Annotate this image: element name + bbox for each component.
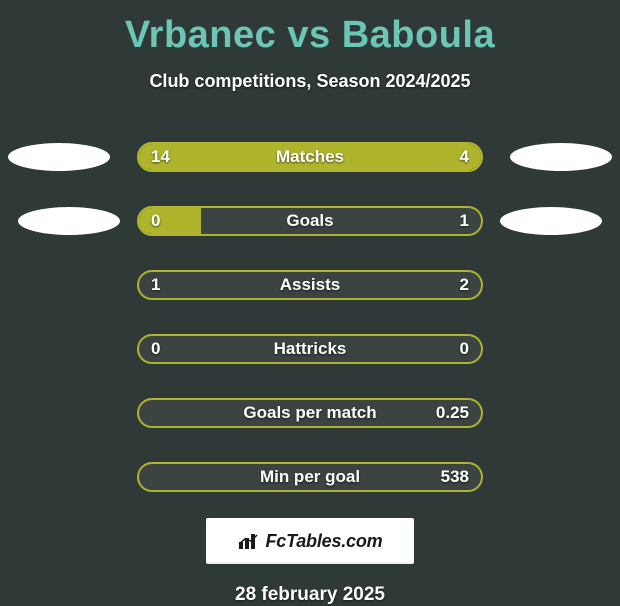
stat-bar: Goals0 1 — [137, 206, 483, 236]
stat-row: Goals per match0.25 — [0, 390, 620, 436]
stat-bar: Hattricks0 0 — [137, 334, 483, 364]
stat-row: Hattricks0 0 — [0, 326, 620, 372]
stat-row: Matches14 4 — [0, 134, 620, 180]
stat-label: Min per goal — [139, 464, 481, 490]
stat-rows: Matches144Goals01Assists12Hattricks00Goa… — [0, 134, 620, 500]
stat-label: Assists — [139, 272, 481, 298]
page-title: Vrbanec vs Baboula — [0, 0, 620, 57]
brand-badge: FcTables.com — [206, 518, 414, 564]
stat-label: Hattricks — [139, 336, 481, 362]
stat-row: Goals0 1 — [0, 198, 620, 244]
stat-value-left: 0 — [151, 336, 160, 362]
player-right-marker — [500, 207, 602, 235]
stat-value-right: 0 — [460, 336, 469, 362]
stat-label: Goals — [139, 208, 481, 234]
title-vs: vs — [287, 14, 330, 56]
stat-row: Min per goal538 — [0, 454, 620, 500]
stat-value-right: 538 — [441, 464, 469, 490]
stat-value-left: 1 — [151, 272, 160, 298]
brand-badge-container: FcTables.com — [0, 518, 620, 564]
stat-label: Goals per match — [139, 400, 481, 426]
player-right-marker — [510, 143, 612, 171]
player-right-name: Baboula — [342, 14, 495, 56]
date-label: 28 february 2025 — [0, 584, 620, 606]
bar-chart-icon — [238, 532, 260, 550]
player-left-marker — [18, 207, 120, 235]
stat-value-left: 0 — [151, 208, 160, 234]
brand-text: FcTables.com — [266, 531, 383, 552]
stat-bar: Matches14 4 — [137, 142, 483, 172]
stat-label: Matches — [139, 144, 481, 170]
player-left-name: Vrbanec — [125, 14, 276, 56]
stat-bar: Goals per match0.25 — [137, 398, 483, 428]
stat-value-left: 14 — [151, 144, 170, 170]
stat-value-right: 0.25 — [436, 400, 469, 426]
stat-value-right: 1 — [460, 208, 469, 234]
stat-row: Assists1 2 — [0, 262, 620, 308]
stat-bar: Min per goal538 — [137, 462, 483, 492]
stat-value-right: 4 — [460, 144, 469, 170]
stat-value-right: 2 — [460, 272, 469, 298]
player-left-marker — [8, 143, 110, 171]
stat-bar: Assists1 2 — [137, 270, 483, 300]
subtitle: Club competitions, Season 2024/2025 — [0, 71, 620, 92]
